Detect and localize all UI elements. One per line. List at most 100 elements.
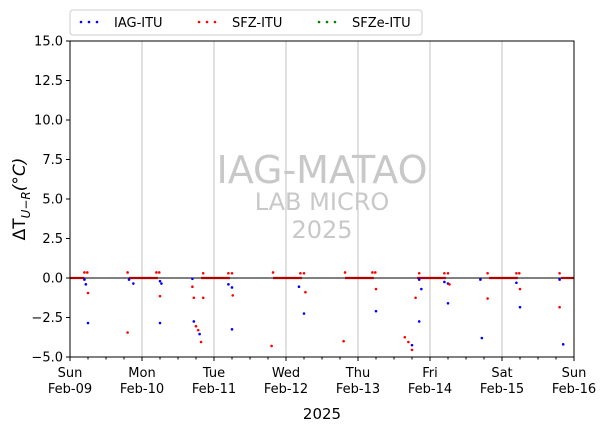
- x-tick-day-label: Tue: [202, 366, 225, 381]
- x-tick-day-label: Fri: [422, 366, 438, 381]
- point-sfz-itu-18: [270, 344, 273, 348]
- point-sfz-itu-19: [271, 271, 275, 274]
- point-iag-itu-4: [132, 282, 135, 285]
- point-iag-itu-3: [127, 278, 131, 281]
- y-tick-label: 2.5: [42, 232, 63, 247]
- point-sfz-itu-32: [417, 271, 421, 275]
- legend-marker-sfz-itu: [205, 20, 209, 24]
- y-tick-label: 0.0: [42, 272, 63, 287]
- point-iag-itu-8: [191, 277, 194, 281]
- point-sfz-itu-4: [126, 331, 129, 334]
- point-sfz-itu-35: [448, 283, 451, 286]
- legend-marker-sfz-itu: [197, 20, 201, 24]
- y-axis-label-unit: (°C): [10, 158, 30, 192]
- x-tick-date-label: Feb-13: [336, 382, 380, 397]
- y-tick-label: −5.0: [31, 351, 63, 366]
- gridlines: [141, 41, 503, 357]
- point-sfz-itu-9: [192, 296, 196, 300]
- y-axis: 15.0 12.5 10.0 7.5 5.0 2.5 0.0 −2.5 −5.0: [31, 35, 70, 366]
- y-tick-label: 5.0: [42, 193, 63, 208]
- watermark-line1: IAG-MATAO: [216, 148, 427, 192]
- point-sfz-itu-38: [515, 271, 518, 275]
- legend-marker-sfze-itu: [317, 20, 321, 24]
- point-sfz-itu-15: [227, 271, 230, 275]
- watermark: IAG-MATAO LAB MICRO 2025: [216, 148, 427, 244]
- x-tick-date-label: Feb-12: [264, 382, 308, 397]
- point-iag-itu-21: [443, 280, 446, 284]
- point-sfz-itu-8: [191, 285, 194, 288]
- point-iag-itu-12: [230, 286, 234, 289]
- point-sfz-itu-24: [343, 271, 347, 274]
- point-sfz-itu-41: [558, 271, 561, 275]
- point-sfz-itu-14: [201, 296, 205, 300]
- y-tick-label: 10.0: [34, 114, 63, 129]
- x-tick-date-label: Feb-16: [552, 382, 596, 397]
- legend-marker-iag-itu: [87, 20, 91, 24]
- point-sfz-itu-12: [199, 340, 203, 344]
- x-tick-date-label: Feb-11: [192, 382, 236, 397]
- point-sfz-itu-39: [517, 271, 521, 275]
- point-sfz-itu-16: [230, 271, 234, 275]
- point-sfz-itu-31: [414, 296, 417, 300]
- point-sfz-itu-20: [299, 271, 302, 275]
- legend-marker-sfze-itu: [333, 20, 337, 24]
- x-tick-day-label: Thu: [345, 366, 370, 381]
- point-sfz-itu-28: [403, 335, 407, 339]
- point-iag-itu-7: [158, 321, 162, 325]
- point-sfz-itu-22: [304, 290, 307, 294]
- legend-label-iag-itu: IAG-ITU: [114, 16, 163, 31]
- point-sfz-itu-29: [407, 340, 410, 344]
- legend-marker-iag-itu: [95, 20, 99, 24]
- point-sfz-itu-36: [486, 297, 489, 300]
- point-iag-itu-0: [83, 278, 86, 281]
- point-iag-itu-29: [561, 343, 565, 346]
- x-tick-day-label: Sat: [491, 366, 512, 381]
- point-iag-itu-23: [446, 301, 450, 305]
- point-iag-itu-15: [302, 312, 306, 315]
- point-sfz-itu-30: [410, 348, 414, 352]
- point-iag-itu-28: [558, 278, 561, 281]
- point-sfz-itu-6: [157, 271, 161, 274]
- y-axis-label: ΔTU−R(°C): [10, 158, 33, 241]
- legend-marker-iag-itu: [79, 20, 83, 24]
- point-iag-itu-25: [480, 336, 484, 340]
- point-iag-itu-10: [198, 332, 201, 336]
- point-sfz-itu-3: [126, 271, 129, 274]
- point-iag-itu-17: [417, 278, 421, 281]
- point-iag-itu-11: [227, 283, 230, 286]
- x-tick-day-label: Sun: [58, 366, 83, 381]
- point-iag-itu-2: [86, 321, 90, 325]
- point-sfz-itu-26: [373, 271, 377, 274]
- y-tick-label: 7.5: [42, 153, 63, 168]
- point-iag-itu-5: [158, 279, 162, 283]
- point-sfz-itu-0: [83, 271, 86, 274]
- point-iag-itu-24: [479, 278, 482, 281]
- point-sfz-itu-10: [194, 324, 198, 328]
- watermark-line2: LAB MICRO: [255, 188, 390, 216]
- point-iag-itu-20: [420, 287, 423, 291]
- legend: IAG-ITU SFZ-ITU SFZe-ITU: [69, 9, 423, 36]
- x-axis-label: 2025: [303, 405, 341, 423]
- x-tick-day-label: Mon: [128, 366, 155, 381]
- x-tick-date-label: Feb-10: [120, 382, 164, 397]
- point-sfz-itu-23: [342, 339, 345, 343]
- x-axis: SunFeb-09MonFeb-10TueFeb-11WedFeb-12ThuF…: [48, 357, 596, 397]
- y-tick-label: 12.5: [34, 74, 63, 89]
- point-iag-itu-19: [417, 320, 421, 323]
- point-sfz-itu-21: [302, 271, 306, 275]
- legend-label-sfz-itu: SFZ-ITU: [232, 16, 282, 31]
- point-iag-itu-27: [518, 305, 522, 309]
- point-sfz-itu-11: [196, 328, 200, 332]
- point-iag-itu-9: [192, 320, 196, 323]
- data-points: [83, 271, 565, 352]
- point-sfz-itu-42: [558, 305, 561, 309]
- point-sfz-itu-5: [155, 271, 158, 274]
- point-iag-itu-13: [230, 328, 234, 331]
- y-axis-label-sub: U−R: [19, 191, 33, 218]
- legend-marker-sfze-itu: [325, 20, 329, 24]
- point-iag-itu-14: [297, 285, 301, 288]
- point-iag-itu-1: [84, 283, 88, 286]
- point-sfz-itu-2: [86, 291, 90, 295]
- legend-box: [69, 9, 423, 36]
